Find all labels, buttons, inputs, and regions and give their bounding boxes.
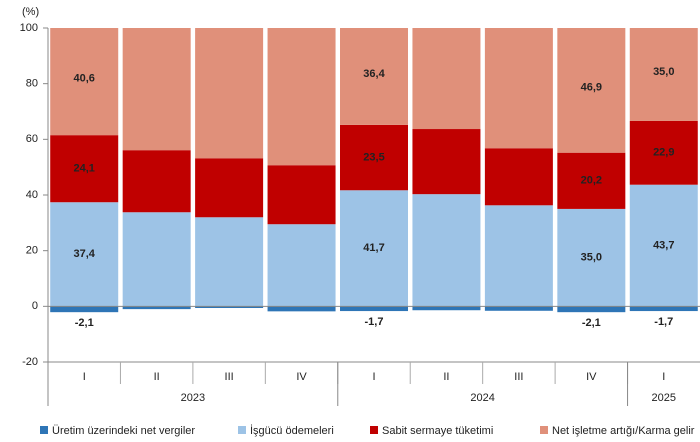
group-label: 2023 [181, 392, 205, 404]
bar-segment [557, 208, 626, 307]
bar-segment [122, 150, 191, 213]
value-label: 36,4 [363, 68, 385, 80]
bar-segment [412, 194, 481, 307]
bar-segment [340, 124, 408, 191]
value-label: 46,9 [581, 81, 602, 93]
bar-segment [267, 165, 336, 225]
bar-segment [195, 28, 264, 159]
y-tick-label: 20 [26, 245, 38, 257]
value-label: 24,1 [74, 163, 95, 175]
group-label: 2024 [470, 392, 494, 404]
bar-segment [484, 306, 553, 311]
x-tick-label: IV [296, 371, 307, 383]
x-tick-label: I [662, 371, 665, 383]
value-label: 43,7 [653, 239, 674, 251]
legend-swatch [238, 426, 246, 434]
value-label: 23,5 [363, 151, 384, 163]
bar-segment [195, 217, 264, 307]
value-label: 40,6 [74, 73, 95, 85]
y-tick-label: 60 [26, 133, 38, 145]
x-tick-label: III [514, 371, 523, 383]
x-tick-label: I [372, 371, 375, 383]
bar-segment [122, 212, 191, 307]
bar-segment [629, 120, 698, 185]
bar-segment [557, 306, 626, 313]
bar-segment [340, 28, 408, 125]
value-label: 22,9 [653, 147, 674, 159]
y-axis-label: (%) [22, 6, 39, 18]
x-tick-label: III [225, 371, 234, 383]
y-tick-label: 80 [26, 78, 38, 90]
bar-segment [557, 152, 626, 209]
bar-segment [484, 205, 553, 307]
value-label: 35,0 [581, 252, 602, 264]
bar-segment [629, 184, 698, 307]
bar-segment [484, 148, 553, 206]
y-tick-label: -20 [22, 356, 38, 368]
y-tick-label: 0 [32, 300, 38, 312]
legend-swatch [370, 426, 378, 434]
bar-segment [340, 306, 408, 312]
bar-segment [122, 306, 191, 310]
bar-segment [195, 158, 264, 218]
bar-segment [557, 28, 626, 153]
bar-segment [629, 28, 698, 121]
x-tick-label: II [154, 371, 160, 383]
x-tick-label: I [83, 371, 86, 383]
y-tick-label: 40 [26, 189, 38, 201]
legend-swatch [540, 426, 548, 434]
bar-segment [340, 190, 408, 307]
bar-segment [412, 129, 481, 195]
x-tick-label: II [443, 371, 449, 383]
bar-segment [267, 224, 336, 307]
bar-segment [412, 28, 481, 130]
legend-label: Sabit sermaye tüketimi [382, 425, 493, 437]
x-tick-label: IV [586, 371, 597, 383]
bar-segment [484, 28, 553, 149]
value-label: -2,1 [582, 317, 601, 329]
bar-segment [50, 202, 119, 307]
bar-segment [122, 28, 191, 151]
y-tick-label: 100 [20, 22, 38, 34]
legend-label: Üretim üzerindeki net vergiler [52, 425, 195, 437]
value-label: -1,7 [654, 316, 673, 328]
bar-segment [412, 306, 481, 311]
bar-segment [195, 306, 264, 309]
value-label: -2,1 [75, 317, 94, 329]
bar-segment [267, 28, 336, 166]
bar-segment [50, 306, 119, 313]
legend-swatch [40, 426, 48, 434]
value-label: 37,4 [74, 248, 96, 260]
bar-segment [629, 306, 698, 312]
value-label: 41,7 [363, 242, 384, 254]
value-label: 35,0 [653, 66, 674, 78]
bar-segment [267, 306, 336, 312]
value-label: -1,7 [365, 316, 384, 328]
bar-segment [50, 135, 119, 203]
bar-segment [50, 28, 119, 136]
legend-label: Net işletme artığı/Karma gelir [552, 425, 695, 437]
value-label: 20,2 [581, 175, 602, 187]
plot-area [50, 28, 698, 313]
legend-label: İşgücü ödemeleri [250, 424, 334, 437]
group-label: 2025 [652, 392, 676, 404]
